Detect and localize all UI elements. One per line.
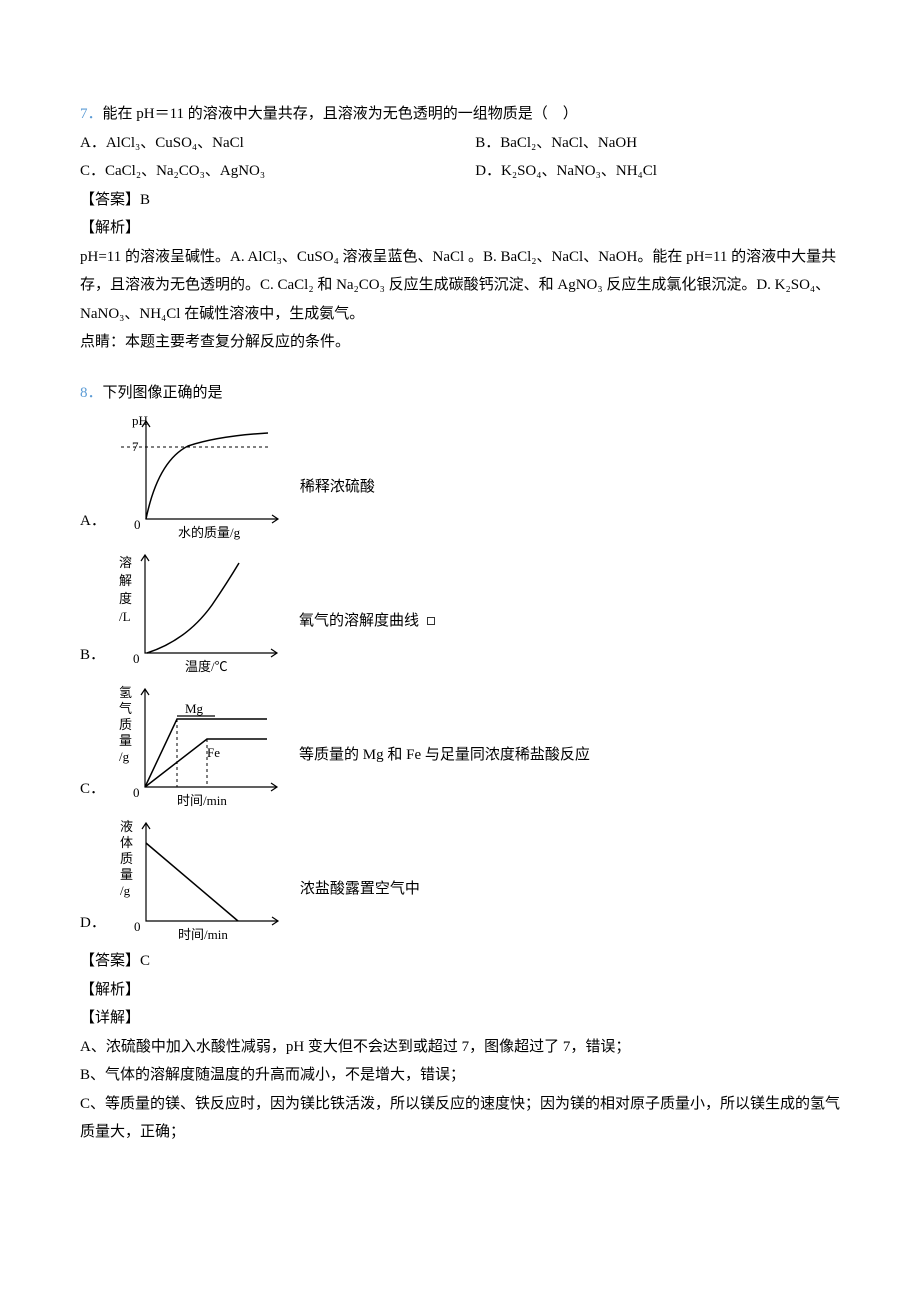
q7-number: 7． [80,106,103,122]
yl4: /L [119,609,131,624]
q7-option-D: D．K₂SO₄、NaNO₃、NH₄Cl [475,157,840,186]
q8-detail-C: C、等质量的镁、铁反应时，因为镁比铁活泼，所以镁反应的速度快；因为镁的相对原子质… [80,1090,840,1147]
q7-option-C: C．CaCl₂、Na₂CO₃、AgNO₃ [80,157,475,186]
q7-option-A: A．AlCl₃、CuSO₄、NaCl [80,129,475,158]
answer-label: 【答案】 [80,953,140,969]
zero: 0 [134,919,141,934]
q8-option-A: A． pH 7 0 水的质量/g 稀释浓硫酸 [80,411,840,541]
question-7: 7．能在 pH＝11 的溶液中大量共存，且溶液为无色透明的一组物质是（ ） A．… [80,100,840,357]
q8-option-B: B． 溶 解 度 /L 0 温度/℃ 氧气的溶解度曲线 [80,545,840,675]
label-fe: Fe [207,745,220,760]
q8-stem-line: 8．下列图像正确的是 [80,379,840,408]
yl2: 体 [120,835,133,850]
explain-label: 【解析】 [80,214,840,243]
inline-marker-icon [427,617,435,625]
option-suffix: 氧气的溶解度曲线 [299,607,439,676]
yl3: 质 [119,717,132,732]
option-suffix: 等质量的 Mg 和 Fe 与足量同浓度稀盐酸反应 [299,741,590,810]
yl4: 量 [119,733,132,748]
axis [146,823,278,921]
yl2: 解 [119,573,132,588]
q8-detail-A: A、浓硫酸中加入水酸性减弱，pH 变大但不会达到或超过 7，图像超过了 7，错误… [80,1033,840,1062]
yl5: /g [120,883,131,898]
q8-number: 8． [80,385,103,401]
chart-C: 氢 气 质 量 /g Mg Fe 0 时间/min [117,679,287,809]
answer-label: 【答案】 [80,192,140,208]
chart-B: 溶 解 度 /L 0 温度/℃ [117,545,287,675]
line-fe [145,739,267,787]
q8-detail-B: B、气体的溶解度随温度的升高而减小，不是增大，错误； [80,1061,840,1090]
option-prefix: C． [80,775,105,810]
line [146,843,238,921]
axis [146,421,278,519]
detail-label: 【详解】 [80,1004,840,1033]
q7-options-row2: C．CaCl₂、Na₂CO₃、AgNO₃ D．K₂SO₄、NaNO₃、NH₄Cl [80,157,840,186]
q7-tip: 点睛：本题主要考查复分解反应的条件。 [80,328,840,357]
option-suffix: 稀释浓硫酸 [300,473,375,542]
yl4: 量 [120,867,133,882]
yl1: 氢 [119,685,132,700]
label-mg: Mg [185,701,204,716]
q7-option-B: B．BaCl₂、NaCl、NaOH [475,129,840,158]
q7-options-row1: A．AlCl₃、CuSO₄、NaCl B．BaCl₂、NaCl、NaOH [80,129,840,158]
zero: 0 [134,517,141,532]
q7-stem: 能在 pH＝11 的溶液中大量共存，且溶液为无色透明的一组物质是（ ） [103,106,578,122]
option-prefix: B． [80,641,105,676]
axis [145,555,277,653]
yl1: 溶 [119,555,132,570]
q8-option-C: C． 氢 气 质 量 /g Mg Fe 0 时间/min [80,679,840,809]
option-prefix: D． [80,909,106,944]
zero: 0 [133,651,140,666]
xlabel: 时间/min [178,927,228,942]
question-8: 8．下列图像正确的是 A． pH 7 0 水的质量/g 稀释浓硫酸 B． 溶 [80,379,840,1147]
spacer [80,357,840,379]
option-prefix: A． [80,507,106,542]
yl2: 气 [119,701,132,716]
zero: 0 [133,785,140,800]
xlabel: 温度/℃ [185,659,228,674]
q7-stem-line: 7．能在 pH＝11 的溶液中大量共存，且溶液为无色透明的一组物质是（ ） [80,100,840,129]
chart-A: pH 7 0 水的质量/g [118,411,288,541]
xlabel: 水的质量/g [178,525,241,540]
curve [146,433,268,519]
yl3: 质 [120,851,133,866]
q7-answer: B [140,192,150,208]
option-suffix: 浓盐酸露置空气中 [300,875,420,944]
explain-label: 【解析】 [80,976,840,1005]
q8-stem: 下列图像正确的是 [103,385,223,401]
yl3: 度 [119,591,132,606]
curve [147,563,239,653]
suffix-text: 氧气的溶解度曲线 [299,613,419,629]
yl5: /g [119,749,130,764]
line-mg [145,719,267,787]
q8-answer: C [140,953,150,969]
xlabel: 时间/min [177,793,227,808]
q8-option-D: D． 液 体 质 量 /g 0 时间/min 浓盐酸露置空气中 [80,813,840,943]
chart-D: 液 体 质 量 /g 0 时间/min [118,813,288,943]
q7-answer-line: 【答案】B [80,186,840,215]
q8-answer-line: 【答案】C [80,947,840,976]
yl1: 液 [120,819,133,834]
q7-explain: pH=11 的溶液呈碱性。A. AlCl₃、CuSO₄ 溶液呈蓝色、NaCl 。… [80,243,840,329]
